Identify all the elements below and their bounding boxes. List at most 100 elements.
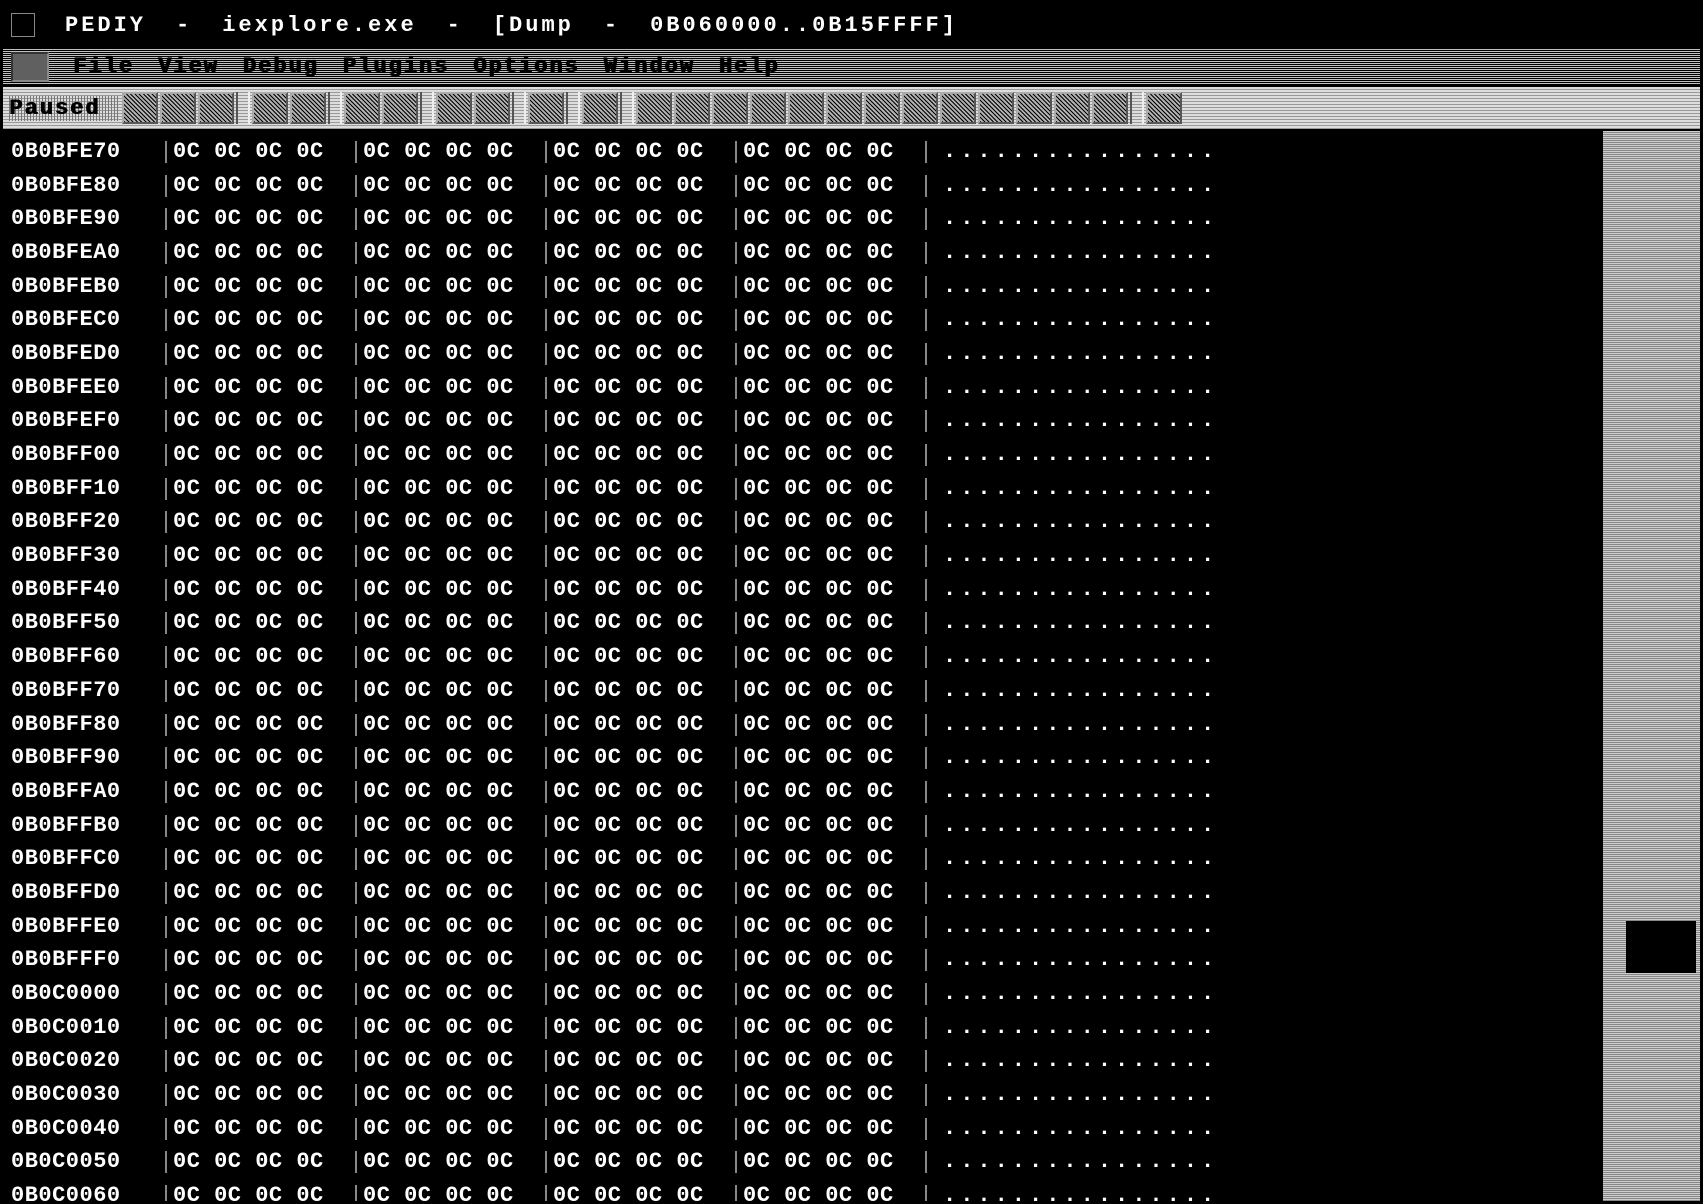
system-menu-icon[interactable] [11,13,35,37]
menu-debug[interactable]: Debug [243,54,319,79]
dump-ascii: ................ [927,646,1277,668]
toolbar-goto-button[interactable] [582,92,618,124]
toolbar-rewind-button[interactable] [160,92,196,124]
dump-row[interactable]: 0B0BFF900C 0C 0C 0C0C 0C 0C 0C0C 0C 0C 0… [11,741,1596,775]
toolbar-traceinto-button[interactable] [436,92,472,124]
toolbar-settings-button[interactable] [1146,92,1182,124]
toolbar-r-button[interactable] [1016,92,1052,124]
dump-row[interactable]: 0B0BFE900C 0C 0C 0C0C 0C 0C 0C0C 0C 0C 0… [11,202,1596,236]
dump-hex-group: 0C 0C 0C 0C [547,1084,737,1106]
dump-row[interactable]: 0B0BFEC00C 0C 0C 0C0C 0C 0C 0C0C 0C 0C 0… [11,303,1596,337]
dump-hex-group: 0C 0C 0C 0C [737,242,927,264]
dump-row[interactable]: 0B0C00500C 0C 0C 0C0C 0C 0C 0C0C 0C 0C 0… [11,1146,1596,1180]
dump-row[interactable]: 0B0BFEE00C 0C 0C 0C0C 0C 0C 0C0C 0C 0C 0… [11,371,1596,405]
toolbar-c-button[interactable] [864,92,900,124]
toolbar-b-button[interactable] [978,92,1014,124]
dump-hex-group: 0C 0C 0C 0C [547,781,737,803]
dump-hex-group: 0C 0C 0C 0C [547,1151,737,1173]
dump-hex-group: 0C 0C 0C 0C [167,511,357,533]
toolbar-stepinto-button[interactable] [344,92,380,124]
dump-hex-group: 0C 0C 0C 0C [547,208,737,230]
dump-row[interactable]: 0B0BFFF00C 0C 0C 0C0C 0C 0C 0C0C 0C 0C 0… [11,944,1596,978]
toolbar-stepover-button[interactable] [382,92,418,124]
dump-row[interactable]: 0B0BFE800C 0C 0C 0C0C 0C 0C 0C0C 0C 0C 0… [11,169,1596,203]
memory-dump-panel[interactable]: 0B0BFE700C 0C 0C 0C0C 0C 0C 0C0C 0C 0C 0… [3,131,1603,1201]
dump-row[interactable]: 0B0BFED00C 0C 0C 0C0C 0C 0C 0C0C 0C 0C 0… [11,337,1596,371]
dump-row[interactable]: 0B0C00300C 0C 0C 0C0C 0C 0C 0C0C 0C 0C 0… [11,1078,1596,1112]
dump-ascii: ................ [927,747,1277,769]
toolbar-pause-button[interactable] [290,92,326,124]
dump-row[interactable]: 0B0BFF500C 0C 0C 0C0C 0C 0C 0C0C 0C 0C 0… [11,607,1596,641]
dump-hex-group: 0C 0C 0C 0C [357,1017,547,1039]
dump-row[interactable]: 0B0C00100C 0C 0C 0C0C 0C 0C 0C0C 0C 0C 0… [11,1011,1596,1045]
dump-row[interactable]: 0B0BFF700C 0C 0C 0C0C 0C 0C 0C0C 0C 0C 0… [11,674,1596,708]
dump-hex-group: 0C 0C 0C 0C [737,1151,927,1173]
dump-hex-group: 0C 0C 0C 0C [737,175,927,197]
dump-hex-group: 0C 0C 0C 0C [547,1118,737,1140]
dump-hex-group: 0C 0C 0C 0C [167,545,357,567]
toolbar-m-button[interactable] [712,92,748,124]
dump-row[interactable]: 0B0BFFB00C 0C 0C 0C0C 0C 0C 0C0C 0C 0C 0… [11,809,1596,843]
titlebar[interactable]: PEDIY - iexplore.exe - [Dump - 0B060000.… [3,3,1700,47]
dump-address: 0B0BFF20 [11,511,167,533]
dump-hex-group: 0C 0C 0C 0C [547,680,737,702]
dump-row[interactable]: 0B0C00600C 0C 0C 0C0C 0C 0C 0C0C 0C 0C 0… [11,1179,1596,1201]
dump-address: 0B0BFF00 [11,444,167,466]
dump-row[interactable]: 0B0BFE700C 0C 0C 0C0C 0C 0C 0C0C 0C 0C 0… [11,135,1596,169]
dump-row[interactable]: 0B0BFF300C 0C 0C 0C0C 0C 0C 0C0C 0C 0C 0… [11,539,1596,573]
dump-row[interactable]: 0B0C00200C 0C 0C 0C0C 0C 0C 0C0C 0C 0C 0… [11,1045,1596,1079]
menu-view[interactable]: View [158,54,219,79]
dump-ascii: ................ [927,1084,1277,1106]
dump-address: 0B0BFFC0 [11,848,167,870]
dump-row[interactable]: 0B0BFFA00C 0C 0C 0C0C 0C 0C 0C0C 0C 0C 0… [11,775,1596,809]
toolbar-l-button[interactable] [636,92,672,124]
dump-hex-group: 0C 0C 0C 0C [167,781,357,803]
toolbar-run-button[interactable] [252,92,288,124]
dump-row[interactable]: 0B0C00400C 0C 0C 0C0C 0C 0C 0C0C 0C 0C 0… [11,1112,1596,1146]
dump-row[interactable]: 0B0BFFD00C 0C 0C 0C0C 0C 0C 0C0C 0C 0C 0… [11,876,1596,910]
dump-row[interactable]: 0B0BFF000C 0C 0C 0C0C 0C 0C 0C0C 0C 0C 0… [11,438,1596,472]
dump-row[interactable]: 0B0BFEA00C 0C 0C 0C0C 0C 0C 0C0C 0C 0C 0… [11,236,1596,270]
dump-row[interactable]: 0B0BFF400C 0C 0C 0C0C 0C 0C 0C0C 0C 0C 0… [11,573,1596,607]
menu-plugins[interactable]: Plugins [343,54,449,79]
system-box-icon[interactable] [11,52,49,82]
dump-hex-group: 0C 0C 0C 0C [547,242,737,264]
toolbar-ellipsis-button[interactable] [1054,92,1090,124]
dump-row[interactable]: 0B0BFEB00C 0C 0C 0C0C 0C 0C 0C0C 0C 0C 0… [11,270,1596,304]
dump-row[interactable]: 0B0BFFE00C 0C 0C 0C0C 0C 0C 0C0C 0C 0C 0… [11,910,1596,944]
toolbar-e-button[interactable] [674,92,710,124]
toolbar-t-button[interactable] [750,92,786,124]
menu-options[interactable]: Options [473,54,579,79]
dump-ascii: ................ [927,410,1277,432]
toolbar-traceover-button[interactable] [474,92,510,124]
scrollbar-track[interactable] [1603,131,1700,1201]
dump-ascii: ................ [927,781,1277,803]
dump-row[interactable]: 0B0BFEF00C 0C 0C 0C0C 0C 0C 0C0C 0C 0C 0… [11,405,1596,439]
dump-hex-group: 0C 0C 0C 0C [167,916,357,938]
toolbar-slash-button[interactable] [902,92,938,124]
toolbar-s-button[interactable] [1092,92,1128,124]
scrollbar-thumb[interactable] [1626,921,1696,973]
dump-hex-group: 0C 0C 0C 0C [547,579,737,601]
dump-row[interactable]: 0B0BFF800C 0C 0C 0C0C 0C 0C 0C0C 0C 0C 0… [11,708,1596,742]
dump-hex-group: 0C 0C 0C 0C [167,1185,357,1201]
toolbar-separator [512,92,526,124]
dump-row[interactable]: 0B0BFF200C 0C 0C 0C0C 0C 0C 0C0C 0C 0C 0… [11,506,1596,540]
dump-hex-group: 0C 0C 0C 0C [547,511,737,533]
toolbar-execret-button[interactable] [528,92,564,124]
toolbar-close-button[interactable] [198,92,234,124]
dump-hex-group: 0C 0C 0C 0C [357,848,547,870]
dump-hex-group: 0C 0C 0C 0C [737,815,927,837]
toolbar-w-button[interactable] [788,92,824,124]
toolbar-h-button[interactable] [826,92,862,124]
dump-row[interactable]: 0B0BFF600C 0C 0C 0C0C 0C 0C 0C0C 0C 0C 0… [11,640,1596,674]
menu-window[interactable]: Window [603,54,694,79]
dump-row[interactable]: 0B0C00000C 0C 0C 0C0C 0C 0C 0C0C 0C 0C 0… [11,977,1596,1011]
dump-row[interactable]: 0B0BFFC00C 0C 0C 0C0C 0C 0C 0C0C 0C 0C 0… [11,842,1596,876]
toolbar-k-button[interactable] [940,92,976,124]
menu-file[interactable]: File [73,54,134,79]
menu-help[interactable]: Help [719,54,780,79]
toolbar-open-button[interactable] [122,92,158,124]
dump-row[interactable]: 0B0BFF100C 0C 0C 0C0C 0C 0C 0C0C 0C 0C 0… [11,472,1596,506]
title-section: [Dump [493,13,574,38]
